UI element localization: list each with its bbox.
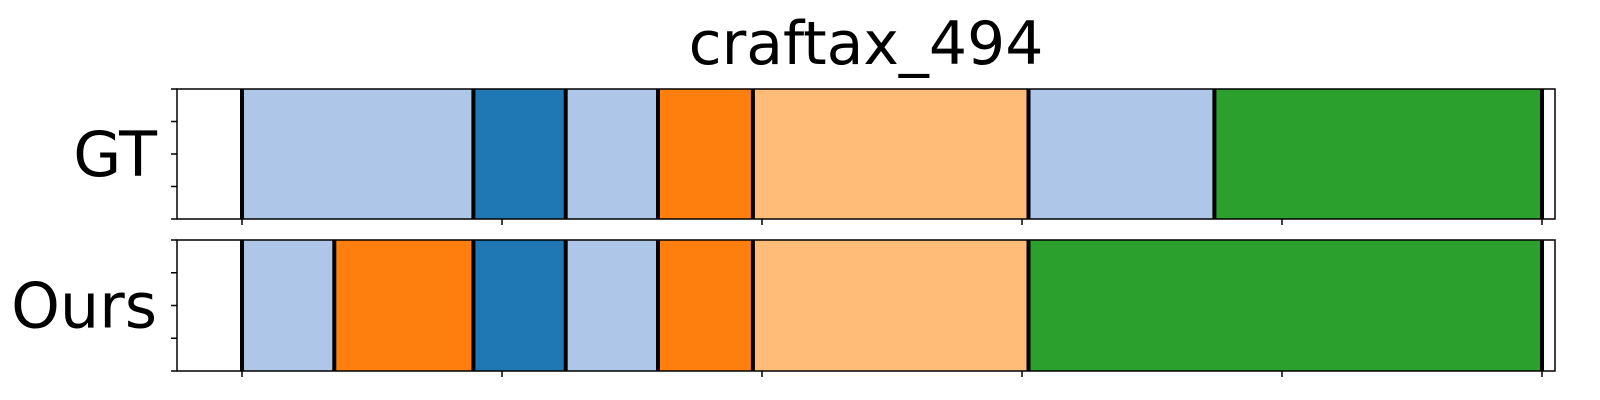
row-ours: Ours xyxy=(11,239,1556,377)
segment-bar xyxy=(473,240,566,371)
segment-bar xyxy=(658,89,753,219)
row-gt: GT xyxy=(73,88,1556,225)
segment-bar xyxy=(334,240,474,371)
row-label: GT xyxy=(73,118,158,191)
segment-bar xyxy=(1028,240,1542,371)
chart-title: craftax_494 xyxy=(689,9,1044,79)
segment-bar xyxy=(752,89,1029,219)
segment-bar xyxy=(565,89,658,219)
segment-bar xyxy=(752,240,1029,371)
segment-bar xyxy=(1214,89,1542,219)
segment-bar xyxy=(565,240,658,371)
segment-bar xyxy=(242,89,474,219)
segment-bar xyxy=(242,240,335,371)
segment-bar xyxy=(473,89,566,219)
segment-bar xyxy=(658,240,753,371)
segment-bar xyxy=(1028,89,1215,219)
row-label: Ours xyxy=(11,270,157,343)
